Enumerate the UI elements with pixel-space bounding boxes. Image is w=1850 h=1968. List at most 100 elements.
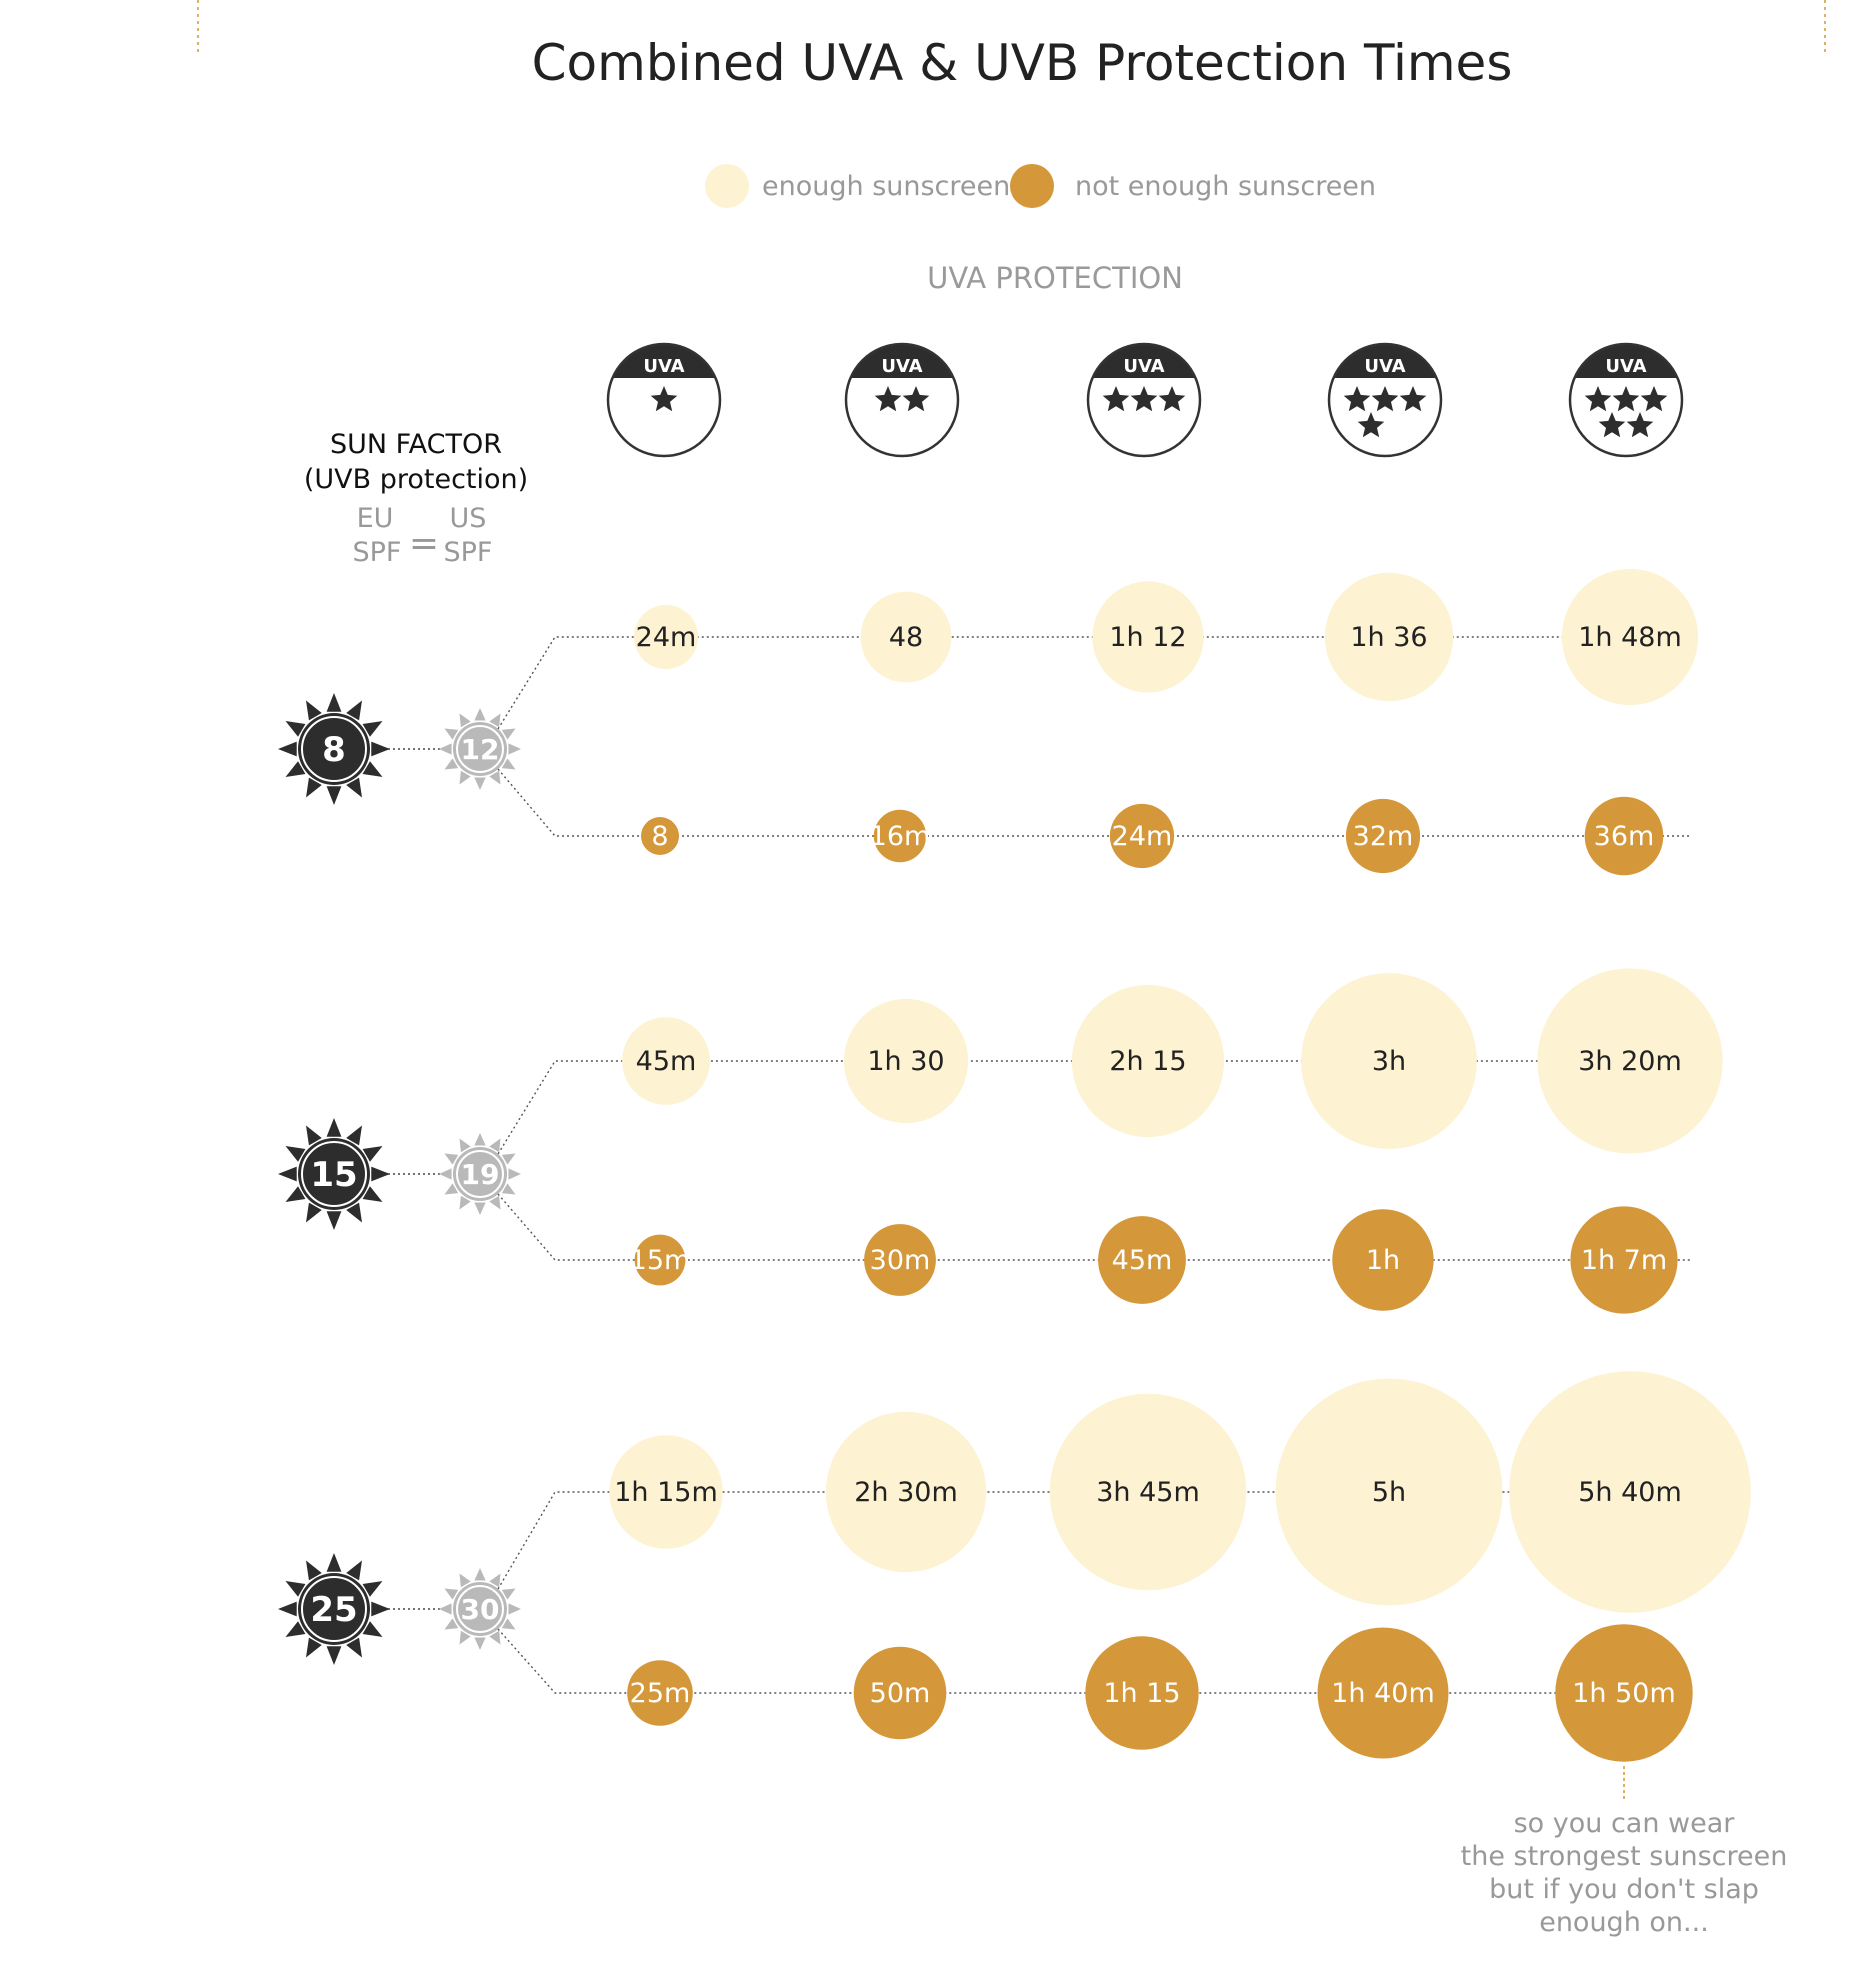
sun-core: [298, 1138, 370, 1210]
bubble-label: 1h: [1366, 1245, 1400, 1276]
sun-ray: [459, 1630, 471, 1645]
enough-bubble: 2h 30m: [825, 1411, 987, 1573]
bubble-label: 1h 7m: [1581, 1245, 1667, 1276]
sun-ray: [459, 1138, 471, 1153]
bubble-label: 1h 30: [867, 1046, 944, 1077]
us-spf-sun-19: 19: [439, 1133, 521, 1215]
note-line-2: the strongest sunscreen: [1461, 1841, 1788, 1872]
star-icon: [1130, 386, 1158, 412]
not-enough-row-line: [497, 768, 1690, 837]
spf-group-8: 8 12 24m 48 1h 12 1h 36 1h 48m 8 16m 24m 32m 36m: [278, 568, 1699, 876]
legend: enough sunscreen not enough sunscreen: [705, 164, 1376, 208]
bubble-circle: [1584, 796, 1664, 876]
uva-badge-label: UVA: [881, 356, 922, 377]
sun-ray: [489, 770, 501, 785]
sun-ray: [501, 1183, 516, 1195]
sun-ray: [489, 1573, 501, 1588]
sun-ray: [346, 700, 362, 721]
bubble-label: 48: [889, 622, 923, 653]
sun-core: [298, 1573, 370, 1645]
bubble-label: 1h 40m: [1331, 1678, 1435, 1709]
sun-ray: [489, 1195, 501, 1210]
bubble-label: 25m: [630, 1678, 691, 1709]
bubble-label: 45m: [636, 1046, 697, 1077]
sun-core: [453, 1582, 507, 1636]
star-icon: [1584, 386, 1612, 412]
spf-group-25: 25 30 1h 15m 2h 30m 3h 45m 5h 5h 40m 25m 50m 1h 1…: [278, 1371, 1751, 1762]
bubble-circle: [1049, 1393, 1247, 1591]
sun-ray: [285, 1146, 306, 1162]
uva-badge-border: [1327, 342, 1443, 458]
sun-ray: [474, 708, 486, 721]
not-enough-bubble: 15m: [630, 1234, 691, 1286]
not-enough-bubble: 1h 15: [1085, 1636, 1199, 1750]
sun-ray: [444, 728, 459, 740]
sun-ray: [371, 1166, 390, 1182]
us-spf-sun-30-value: 30: [461, 1593, 500, 1626]
bubble-label: 30m: [870, 1245, 931, 1276]
sun-ray: [439, 743, 452, 755]
bubble-circle: [1537, 968, 1723, 1154]
uva-badge-border: [1086, 342, 1202, 458]
legend-enough-swatch: [705, 164, 749, 208]
note-line-3: but if you don't slap: [1489, 1874, 1759, 1905]
bubble-label: 24m: [636, 622, 697, 653]
not-enough-bubble: 8: [641, 817, 679, 855]
sun-ray: [285, 1621, 306, 1637]
sun-ray: [444, 1153, 459, 1165]
us-spf-label: SPF: [444, 537, 493, 568]
sun-ray: [474, 1133, 486, 1146]
bubble-circle: [853, 1646, 947, 1740]
sun-ray: [285, 1581, 306, 1597]
enough-bubble: 1h 12: [1092, 581, 1204, 693]
bubble-circle: [1345, 798, 1421, 874]
uva-badge-4-star: UVA: [1327, 342, 1443, 458]
uva-badges: UVA UVA UVA UVA UVA: [606, 342, 1684, 458]
bubble-circle: [1109, 803, 1175, 869]
bubble-circle: [641, 817, 679, 855]
uva-badge-5-star: UVA: [1568, 342, 1684, 458]
sun-ray: [508, 1168, 521, 1180]
sun-ray: [444, 1618, 459, 1630]
uva-badge-border: [606, 342, 722, 458]
bubble-circle: [1098, 1216, 1186, 1304]
bubble-circle: [1555, 1624, 1693, 1762]
sun-ray: [459, 1573, 471, 1588]
sun-ray: [501, 1618, 516, 1630]
sun-ray: [459, 713, 471, 728]
sun-inner-ring: [456, 1585, 504, 1633]
uva-badge-2-star: UVA: [844, 342, 960, 458]
sun-ray: [489, 1630, 501, 1645]
sun-factor-title: SUN FACTOR: [330, 429, 502, 460]
bubble-label: 1h 15: [1103, 1678, 1180, 1709]
chart-title: Combined UVA & UVB Protection Times: [532, 34, 1513, 92]
not-enough-bubble: 1h 40m: [1317, 1627, 1449, 1759]
bubble-label: 3h 20m: [1578, 1046, 1682, 1077]
sun-ray: [444, 758, 459, 770]
us-spf-sun-12: 12: [439, 708, 521, 790]
bubble-label: 1h 36: [1350, 622, 1427, 653]
sun-ray: [371, 1601, 390, 1617]
sun-inner-ring: [456, 1150, 504, 1198]
bubble-label: 24m: [1112, 821, 1173, 852]
bubble-label: 8: [651, 821, 668, 852]
sun-ray: [278, 1601, 297, 1617]
sun-core: [453, 1147, 507, 1201]
bubble-circle: [1085, 1636, 1199, 1750]
sun-ray: [474, 1202, 486, 1215]
sun-ray: [326, 1646, 342, 1665]
uva-badge-label: UVA: [643, 356, 684, 377]
enough-bubble: 3h 20m: [1537, 968, 1723, 1154]
sun-ray: [326, 1211, 342, 1230]
bubble-label: 36m: [1594, 821, 1655, 852]
bubble-label: 2h 15: [1109, 1046, 1186, 1077]
star-icon: [1598, 412, 1626, 438]
sun-ray: [459, 770, 471, 785]
bubble-label: 15m: [630, 1245, 691, 1276]
uva-badge-label: UVA: [1605, 356, 1646, 377]
bubble-label: 32m: [1353, 821, 1414, 852]
star-icon: [1158, 386, 1186, 412]
uva-badge-1-star: UVA: [606, 342, 722, 458]
bubble-circle: [825, 1411, 987, 1573]
sun-ray: [326, 1118, 342, 1137]
